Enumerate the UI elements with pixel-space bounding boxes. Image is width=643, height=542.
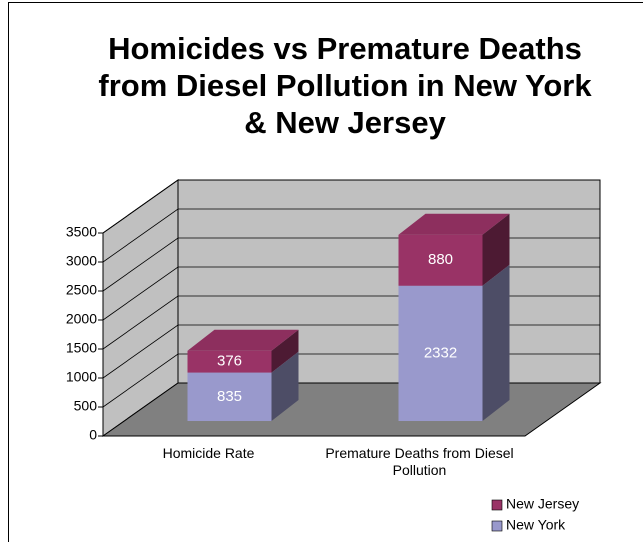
x-tick-label: Homicide Rate [162,445,255,461]
y-tick-label: 3000 [66,253,97,269]
bar-top [187,329,299,351]
value-label: 376 [217,353,242,370]
x-tick-label: Premature Deaths from Diesel Pollution [325,445,514,478]
bar-front [398,234,483,286]
y-tick-label: 500 [74,398,98,414]
bar-front [187,372,272,421]
value-label: 835 [217,388,242,405]
value-label: 2332 [424,344,457,361]
grid-line [102,208,600,263]
chart-title: Homicides vs Premature Deaths from Diese… [98,31,592,140]
y-tick-label: 1500 [66,340,97,356]
y-tick-label: 2000 [66,311,97,327]
legend-swatch [491,499,503,511]
legend-label: New Jersey [506,496,579,512]
bar-side [271,329,299,373]
y-tick-label: 1000 [66,369,97,385]
bar-side [482,213,510,286]
y-tick-label: 3500 [66,224,97,240]
grid-line [102,179,600,234]
value-label: 880 [428,251,453,268]
legend-label: New York [506,517,566,533]
bar-front [398,285,483,421]
floor [101,382,602,437]
bar-front [187,350,272,373]
legend-swatch [491,520,503,532]
bar-top [398,213,510,235]
y-tick-label: 0 [89,427,97,443]
y-tick-label: 2500 [66,282,97,298]
bar-side [271,351,299,421]
bar-side [482,264,510,421]
